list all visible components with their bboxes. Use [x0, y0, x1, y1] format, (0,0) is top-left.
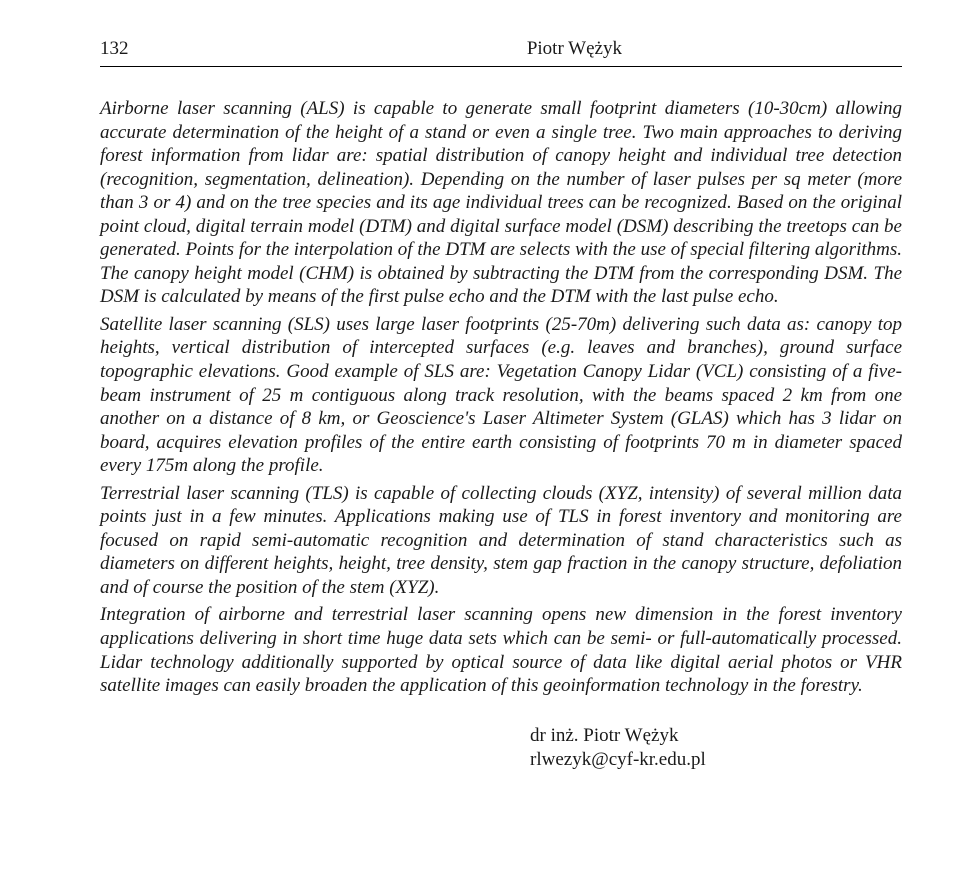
- signature-name: dr inż. Piotr Wężyk: [530, 724, 902, 749]
- page-container: 132 Piotr Wężyk Airborne laser scanning …: [0, 0, 960, 821]
- signature-block: dr inż. Piotr Wężyk rlwezyk@cyf-kr.edu.p…: [530, 724, 902, 773]
- body-text: Airborne laser scanning (ALS) is capable…: [100, 97, 902, 698]
- paragraph-3: Terrestrial laser scanning (TLS) is capa…: [100, 482, 902, 600]
- page-header: 132 Piotr Wężyk: [100, 38, 902, 67]
- paragraph-2: Satellite laser scanning (SLS) uses larg…: [100, 313, 902, 478]
- page-number: 132: [100, 38, 129, 60]
- paragraph-4: Integration of airborne and terrestrial …: [100, 603, 902, 697]
- header-author-name: Piotr Wężyk: [527, 38, 622, 60]
- paragraph-1: Airborne laser scanning (ALS) is capable…: [100, 97, 902, 309]
- signature-email: rlwezyk@cyf-kr.edu.pl: [530, 748, 902, 773]
